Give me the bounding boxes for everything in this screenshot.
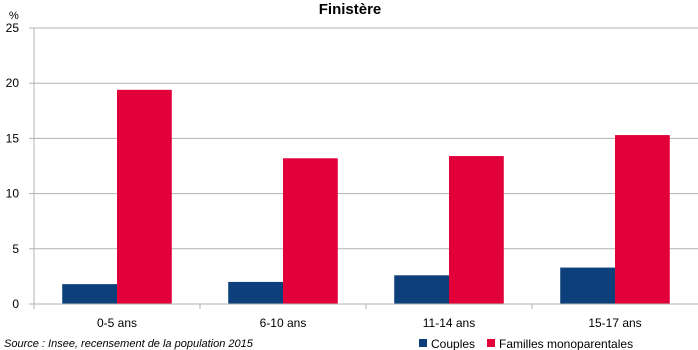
bars	[62, 89, 670, 304]
source-note: Source : Insee, recensement de la popula…	[4, 338, 254, 350]
legend-label: Familles monoparentales	[499, 337, 633, 350]
x-tick-label: 0-5 ans	[97, 316, 137, 330]
y-tick-label: 20	[6, 76, 20, 90]
bar-couples	[228, 281, 283, 304]
bar-couples	[62, 284, 117, 304]
y-tick-label: 25	[6, 21, 20, 35]
bar-familles-monoparentales	[449, 156, 504, 304]
y-tick-label: 15	[6, 131, 20, 145]
y-axis-ticks: 0 5 10 15 20 25	[6, 21, 20, 311]
y-tick-label: 10	[6, 187, 20, 201]
chart-title: Finistère	[319, 1, 382, 18]
y-unit-label: %	[9, 10, 19, 22]
bar-familles-monoparentales	[615, 135, 670, 304]
x-tick-label: 11-14 ans	[423, 316, 475, 330]
legend-swatch	[419, 339, 427, 347]
y-tick-label: 5	[12, 242, 19, 256]
axes	[29, 28, 698, 309]
y-tick-label: 0	[12, 297, 19, 311]
bar-couples	[560, 267, 615, 304]
legend-swatch	[487, 339, 495, 347]
bar-couples	[394, 275, 449, 304]
legend: Couples Familles monoparentales	[419, 337, 633, 350]
bar-familles-monoparentales	[117, 89, 172, 304]
x-axis-ticks: 0-5 ans 6-10 ans 11-14 ans 15-17 ans	[97, 316, 642, 330]
bar-familles-monoparentales	[283, 158, 338, 304]
x-tick-label: 6-10 ans	[260, 316, 307, 330]
legend-label: Couples	[431, 337, 475, 350]
x-tick-label: 15-17 ans	[588, 316, 641, 330]
